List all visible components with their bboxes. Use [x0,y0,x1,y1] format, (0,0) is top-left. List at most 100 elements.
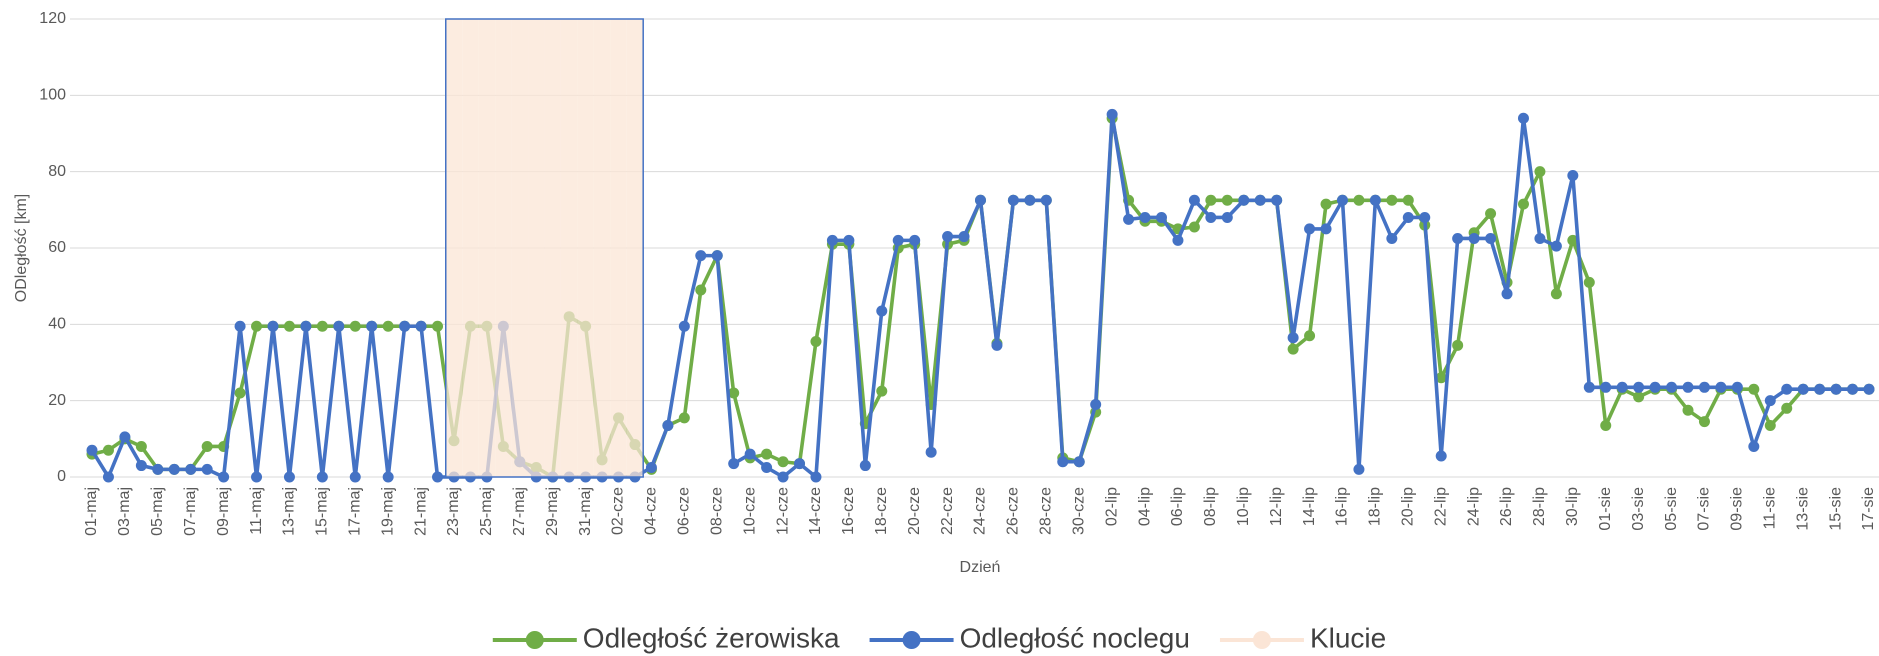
point [1172,234,1184,246]
legend: Odległość żerowiska Odległość noclegu Kluc… [492,622,1386,653]
legend-label: Odległość żerowiska [583,622,840,653]
point [300,320,312,332]
x-tick-label: 11-sie [1761,487,1778,529]
point [1386,194,1398,206]
point [876,305,888,317]
x-tick-label: 26-lip [1498,487,1515,526]
x-tick-label: 26-cze [1005,487,1022,535]
x-tick-label: 06-cze [676,487,693,535]
point [1073,456,1085,468]
point [761,448,773,460]
y-tick-label: 80 [48,163,66,180]
point [1698,416,1710,428]
x-tick-label: 17-sie [1860,487,1877,531]
x-tick-label: 27-maj [511,487,528,536]
point [1205,211,1217,223]
point [1748,383,1760,395]
x-tick-label: 28-cze [1038,487,1055,535]
x-tick-label: 30-cze [1070,487,1087,535]
point [1090,398,1102,410]
point [1583,381,1595,393]
point [1830,383,1842,395]
point [1238,194,1250,206]
x-tick-label: 22-lip [1432,487,1449,526]
point [1188,221,1200,233]
x-tick-label: 04-lip [1136,487,1153,526]
bar [445,19,463,477]
x-tick-label: 14-cze [807,487,824,535]
x-tick-label: 16-lip [1334,487,1351,526]
legend-item: Klucie [1219,622,1386,653]
point [695,250,707,262]
x-tick-label: 10-cze [741,487,758,535]
point [1139,211,1151,223]
legend-marker [1252,631,1271,649]
y-axis-label: ODległość [km] [13,194,30,302]
bar-outline [445,18,644,478]
y-tick-label: 120 [39,10,66,27]
point [432,471,444,483]
point [1057,456,1069,468]
point [1748,440,1760,452]
y-tick-label: 0 [57,468,66,485]
x-tick-label: 11-maj [248,487,265,535]
legend-item: Odległość noclegu [869,622,1190,653]
point [1353,194,1365,206]
x-tick-label: 22-cze [939,487,956,535]
point [695,284,707,296]
point [135,460,147,472]
point [251,320,263,332]
x-tick-label: 17-maj [346,487,363,536]
point [283,471,295,483]
x-tick-label: 08-cze [708,487,725,535]
point [1517,198,1529,210]
point [1386,232,1398,244]
x-tick-label: 13-maj [281,487,298,536]
x-tick-label: 20-cze [906,487,923,535]
bar [593,19,611,477]
x-tick-label: 28-lip [1531,487,1548,526]
point [399,320,411,332]
y-tick-label: 40 [48,316,66,333]
x-tick-label: 03-sie [1630,487,1647,531]
point [1353,463,1365,475]
x-tick-label: 12-lip [1268,487,1285,526]
bar [610,19,627,477]
point [1797,383,1809,395]
bar [626,19,644,477]
point [316,471,328,483]
point [251,471,263,483]
point [415,320,427,332]
legend-marker [902,631,921,649]
point [1040,194,1052,206]
x-tick-label: 09-sie [1729,487,1746,531]
point [1633,391,1645,403]
point [1221,211,1233,223]
point [1600,419,1612,431]
x-tick-label: 15-sie [1827,487,1844,531]
point [728,387,740,399]
bar [478,19,496,477]
point [102,444,114,456]
legend-marker [525,631,544,649]
point [761,461,773,473]
x-tick-label: 01-sie [1597,487,1614,531]
bar [462,19,479,477]
point [892,234,904,246]
point [135,440,147,452]
point [1024,194,1036,206]
x-tick-label: 09-maj [215,487,232,536]
x-tick-label: 05-sie [1663,487,1680,531]
point [1106,108,1118,120]
point [1402,194,1414,206]
point [1534,232,1546,244]
point [86,444,98,456]
point [1254,194,1266,206]
point [662,419,674,431]
point [102,471,114,483]
point [1781,402,1793,414]
x-tick-label: 01-maj [83,487,100,536]
point [1550,288,1562,300]
point [1419,211,1431,223]
